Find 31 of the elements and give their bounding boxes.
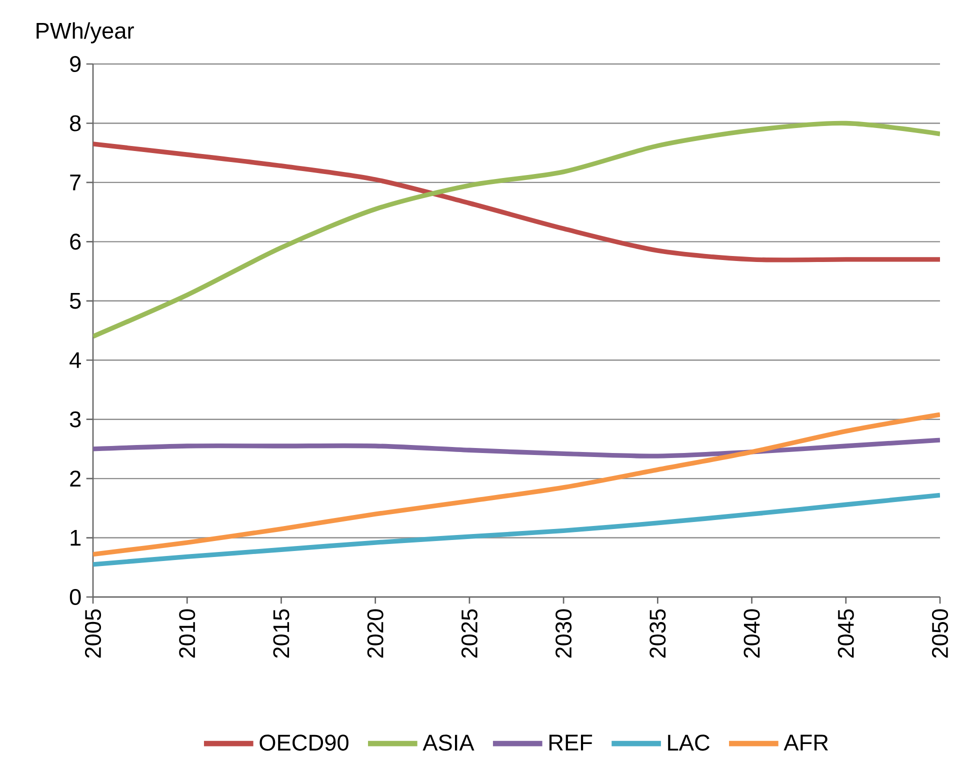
- x-tick-label: 2020: [367, 609, 384, 658]
- x-tick-label: 2045: [838, 609, 854, 658]
- y-axis-title: PWh/year: [36, 22, 134, 44]
- line-series: [93, 142, 940, 262]
- y-tick-label: 7: [70, 174, 80, 190]
- legend-label: LAC: [668, 734, 710, 751]
- x-tick-label: 2005: [84, 609, 102, 658]
- y-tick-label: 6: [70, 234, 81, 250]
- x-tick-label: 2030: [556, 609, 572, 658]
- y-tick-label: 3: [70, 411, 81, 428]
- line-series: [93, 492, 940, 567]
- y-tick-label: 2: [70, 470, 80, 486]
- legend-label: AFR: [784, 734, 828, 750]
- x-tick-label: 2010: [179, 609, 196, 658]
- y-tick-label: 0: [70, 588, 81, 606]
- y-tick-label: 4: [70, 352, 81, 368]
- y-tick-label: 1: [70, 530, 81, 546]
- line-series: [93, 438, 940, 458]
- y-tick-label: 5: [70, 292, 81, 309]
- line-series: [93, 412, 940, 557]
- x-tick-label: 2025: [461, 609, 478, 658]
- line-series: [93, 120, 940, 339]
- x-tick-label: 2035: [650, 609, 666, 658]
- x-tick-label: 2050: [932, 609, 948, 658]
- x-tick-label: 2015: [273, 609, 290, 658]
- legend-label: REF: [549, 734, 592, 750]
- legend-label: ASIA: [422, 734, 474, 751]
- y-tick-label: 8: [70, 115, 81, 132]
- y-tick-label: 9: [70, 56, 81, 72]
- x-tick-label: 2040: [744, 609, 760, 658]
- legend-label: OECD90: [260, 734, 348, 751]
